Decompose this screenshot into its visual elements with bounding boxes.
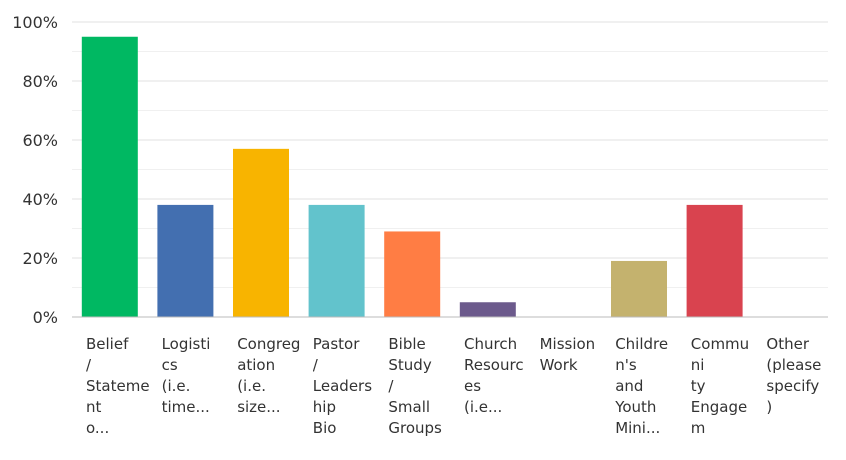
bar (611, 260, 667, 317)
x-tick-label: Mission Work (539, 335, 596, 374)
x-tick-label: Church Resourc es (i.e... (464, 335, 524, 416)
y-tick-label: 40% (22, 190, 58, 209)
bar (157, 204, 214, 317)
x-tick-label: Communi ty Engagem ent ... (690, 335, 750, 437)
bar (459, 302, 516, 317)
y-tick-label: 20% (22, 249, 58, 268)
bars (81, 36, 743, 317)
y-tick-label: 0% (33, 308, 58, 327)
x-tick-label: Belief / Stateme nt o... (86, 335, 150, 437)
x-tick-label: Pastor / Leaders hip Bio (312, 335, 373, 437)
x-tick-label: Bible Study / Small Groups (388, 335, 442, 437)
bar (384, 231, 441, 317)
y-tick-label: 100% (12, 13, 58, 32)
bar (233, 148, 289, 317)
y-tick-label: 60% (22, 131, 58, 150)
y-tick-label: 80% (22, 72, 58, 91)
bar (686, 204, 743, 317)
y-axis-ticks: 0% 20% 40% 60% 80% 100% (12, 13, 58, 327)
bar (308, 204, 365, 317)
bar (81, 36, 138, 317)
x-tick-label: Logisti cs (i.e. time... (161, 335, 211, 416)
x-tick-label: Childre n's and Youth Mini... (615, 335, 669, 437)
x-tick-label: Other (please specify ) (766, 335, 822, 416)
x-tick-label: Congreg ation (i.e. size... (237, 335, 301, 416)
